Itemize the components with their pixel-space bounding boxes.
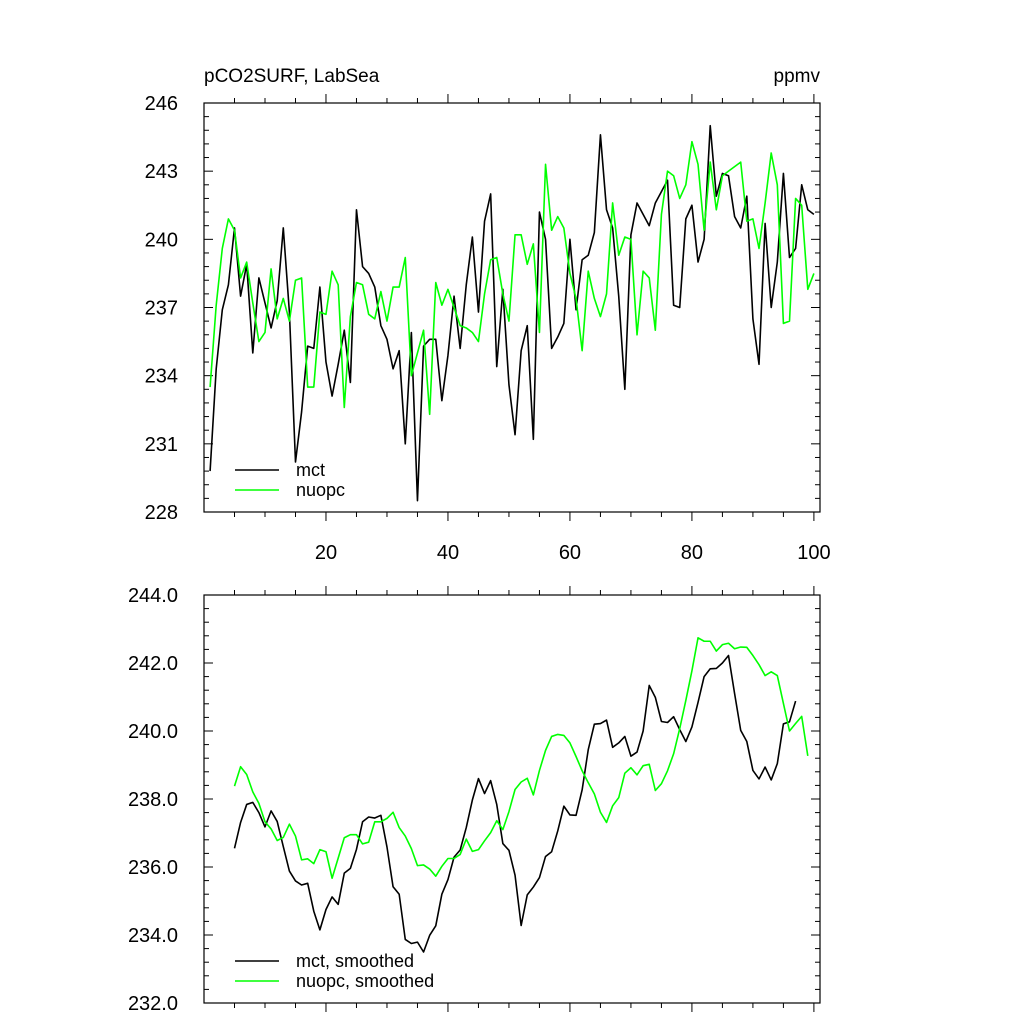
bottom-y-tick-label: 236.0 [128,857,178,879]
top-x-tick-label: 80 [681,542,703,564]
top-panel-pco2surf: 228 231 234 237 240 243 246 20 40 60 80 100 pCO2SURF… [145,66,831,564]
bottom-y-tick-label: 242.0 [128,653,178,675]
top-x-tick-label: 20 [315,542,337,564]
top-x-tick-label: 100 [797,542,830,564]
top-y-tick-label: 243 [145,161,178,183]
bottom-series-line-nuopc-smoothed [233,637,809,880]
top-legend-label: nuopc [296,480,345,500]
top-title-right: ppmv [774,66,821,87]
top-x-tick-label: 60 [559,542,581,564]
top-y-tick-label: 246 [145,93,178,115]
top-y-tick-label: 240 [145,229,178,251]
top-y-tick-label: 228 [145,502,178,524]
top-series-line-nuopc [209,140,815,416]
bottom-legend-label: mct, smoothed [296,951,414,971]
bottom-y-tick-label: 234.0 [128,925,178,947]
top-y-tick-label: 234 [145,366,178,388]
top-y-tick-label: 237 [145,298,178,320]
top-y-tick-label: 231 [145,434,178,456]
bottom-y-tick-label: 240.0 [128,721,178,743]
bottom-y-tick-label: 238.0 [128,789,178,811]
bottom-panel-smoothed: 232.0 234.0 236.0 238.0 240.0 242.0 244.0 mct, … [128,585,821,1015]
top-legend-label: mct [296,460,325,480]
bottom-y-tick-label: 244.0 [128,585,178,607]
bottom-y-tick-label: 232.0 [128,993,178,1015]
bottom-series-line-mct-smoothed [233,654,797,953]
top-title-left: pCO2SURF, LabSea [204,66,380,87]
top-x-tick-label: 40 [437,542,459,564]
bottom-legend-label: nuopc, smoothed [296,971,434,991]
top-series-line-mct [209,124,815,502]
